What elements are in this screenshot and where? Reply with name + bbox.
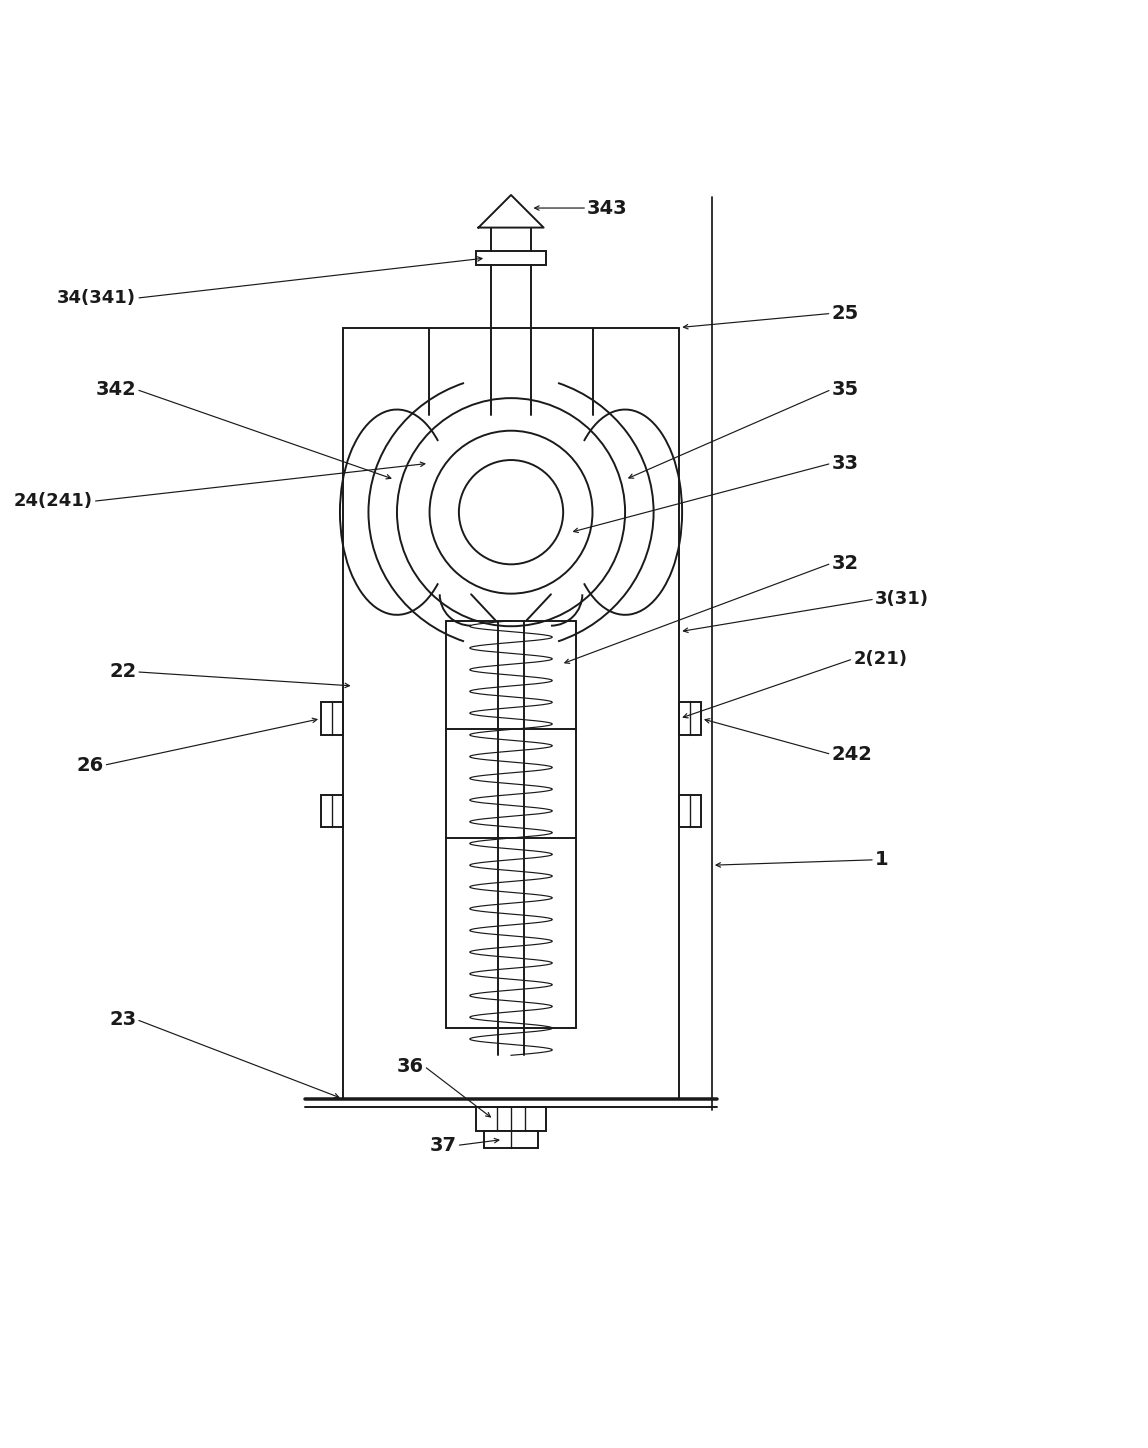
Text: 34(341): 34(341) <box>57 290 137 307</box>
Bar <box>476 1108 545 1131</box>
Text: 36: 36 <box>397 1057 424 1076</box>
Text: 24(241): 24(241) <box>14 492 93 510</box>
Text: 22: 22 <box>109 662 137 682</box>
Text: 23: 23 <box>109 1009 137 1030</box>
Text: 242: 242 <box>831 744 872 765</box>
Text: 25: 25 <box>831 304 859 323</box>
Bar <box>680 795 701 827</box>
Text: 35: 35 <box>831 379 859 400</box>
Bar <box>321 795 342 827</box>
Text: 1: 1 <box>875 850 889 869</box>
Text: 342: 342 <box>95 379 137 400</box>
Text: 343: 343 <box>587 198 628 217</box>
Bar <box>680 702 701 736</box>
Bar <box>476 252 545 265</box>
Text: 2(21): 2(21) <box>853 650 907 668</box>
Text: 37: 37 <box>429 1137 457 1156</box>
Text: 26: 26 <box>77 756 103 775</box>
Text: 3(31): 3(31) <box>875 591 929 608</box>
Text: 33: 33 <box>831 453 859 473</box>
Text: 32: 32 <box>831 553 859 573</box>
Bar <box>321 702 342 736</box>
Bar <box>483 1131 538 1148</box>
